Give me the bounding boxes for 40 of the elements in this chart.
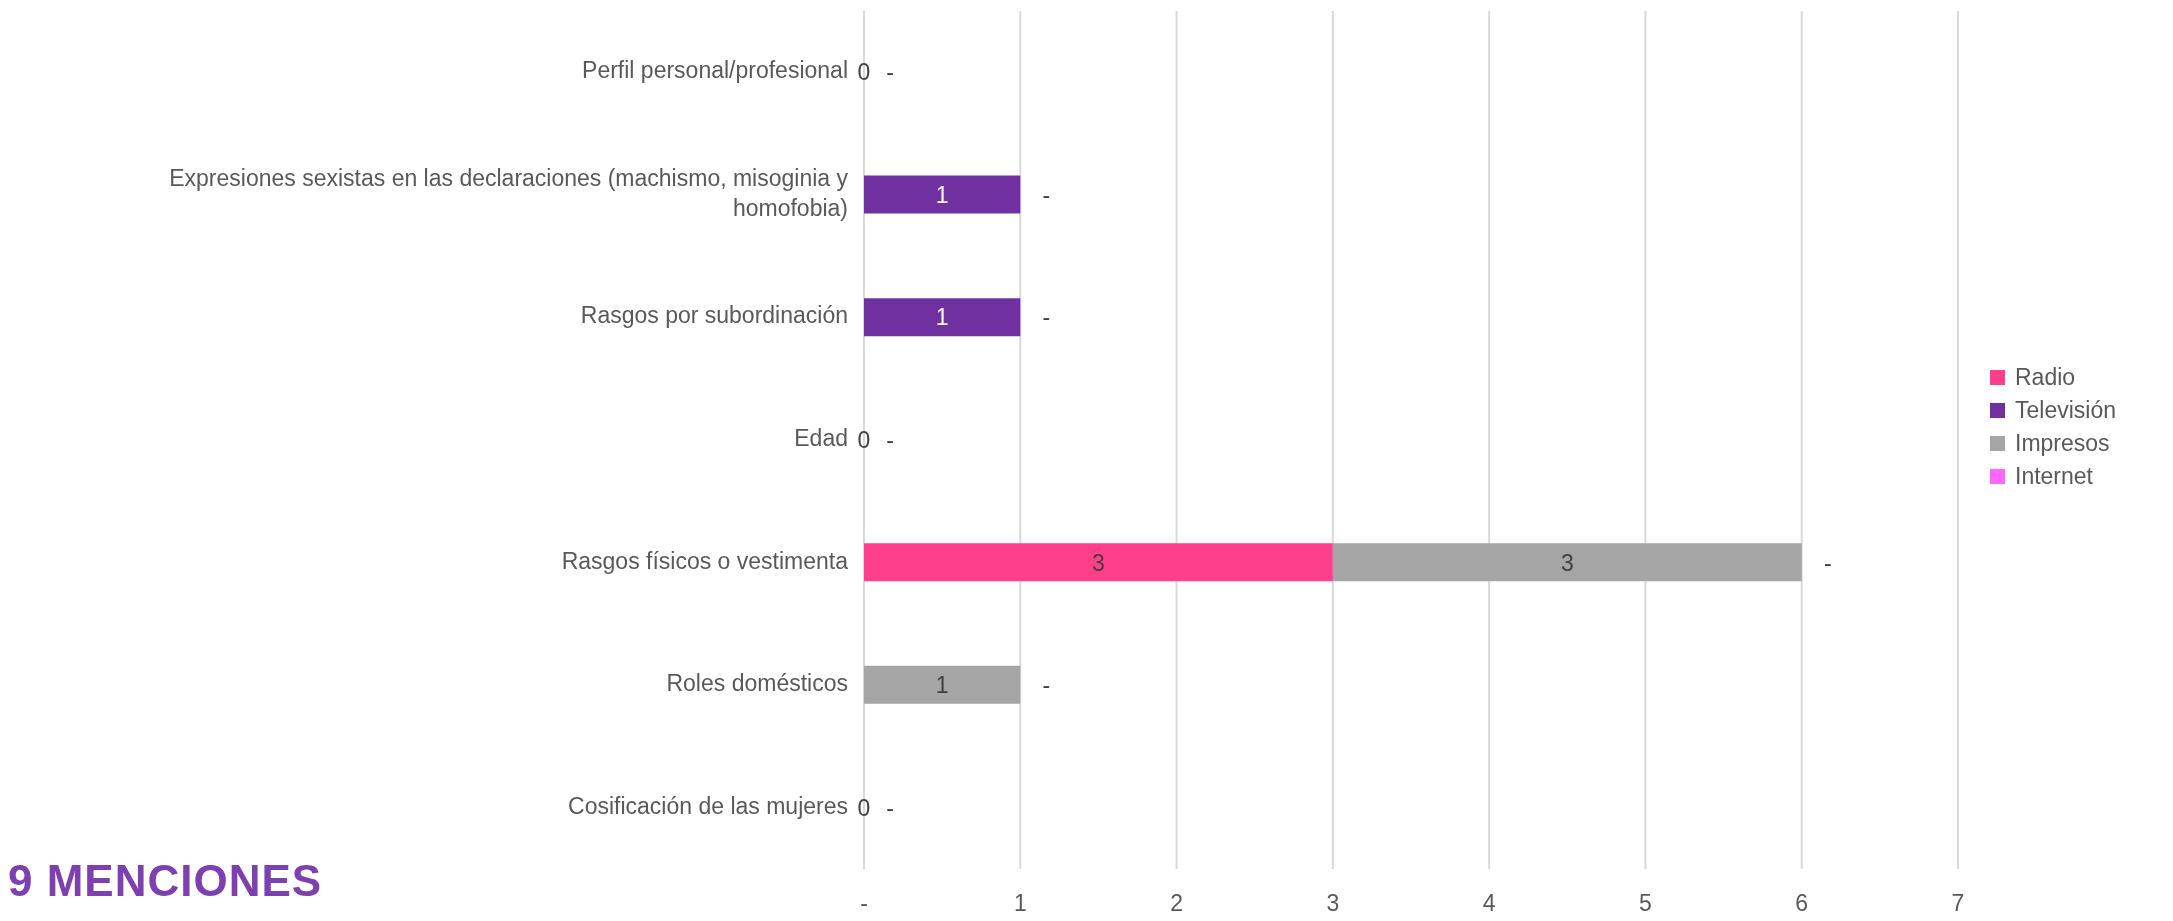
bar [864, 665, 1021, 704]
y-tick-label: Edad [794, 425, 848, 452]
bar [1332, 543, 1802, 582]
x-tick-label: 5 [1639, 890, 1652, 917]
y-tick-label: Cosificación de las mujeres [568, 792, 848, 819]
text: 9 MENCIONES [8, 856, 323, 906]
x-tick-label: - [860, 890, 868, 917]
data-label: - [1823, 549, 1832, 576]
y-tick-label: Roles domésticos [666, 670, 848, 697]
x-tick-label: 4 [1482, 890, 1496, 917]
bar [864, 175, 1021, 214]
data-label: - [886, 59, 894, 86]
x-tick-label: 2 [1170, 890, 1183, 917]
legend-label: Internet [2015, 463, 2093, 490]
y-tick-label: Rasgos físicos o vestimenta [561, 547, 849, 574]
data-label: 3 [1092, 549, 1105, 576]
y-tick-label: Expresiones sexistas en las declaraciones (machismo, misoginia y homofobia) [169, 164, 849, 221]
legend-label: Impresos [2015, 430, 2110, 457]
x-tick-label: 7 [1951, 890, 1965, 917]
x-tick-label: 6 [1795, 890, 1809, 917]
data-label: 0 [857, 794, 871, 821]
data-label: - [886, 794, 894, 821]
bar [864, 543, 1333, 582]
legend-label: Televisión [2015, 397, 2116, 424]
data-label: - [1042, 181, 1051, 208]
data-label: 0 [857, 59, 871, 86]
data-label: 0 [857, 427, 871, 453]
x-tick-label: 3 [1326, 890, 1340, 917]
y-tick-label: Perfil personal/profesional [582, 57, 848, 84]
data-label: - [1042, 672, 1051, 699]
y-tick-label: Rasgos por subordinación [580, 302, 848, 329]
data-label: 1 [935, 672, 949, 699]
data-label: - [886, 427, 894, 453]
x-tick-label: 1 [1013, 890, 1027, 917]
bar [864, 298, 1021, 337]
data-label: - [1042, 304, 1051, 331]
data-label: 3 [1560, 549, 1574, 576]
data-label: 1 [935, 304, 949, 331]
data-label: 1 [935, 181, 949, 208]
legend-label: Radio [2015, 364, 2076, 391]
